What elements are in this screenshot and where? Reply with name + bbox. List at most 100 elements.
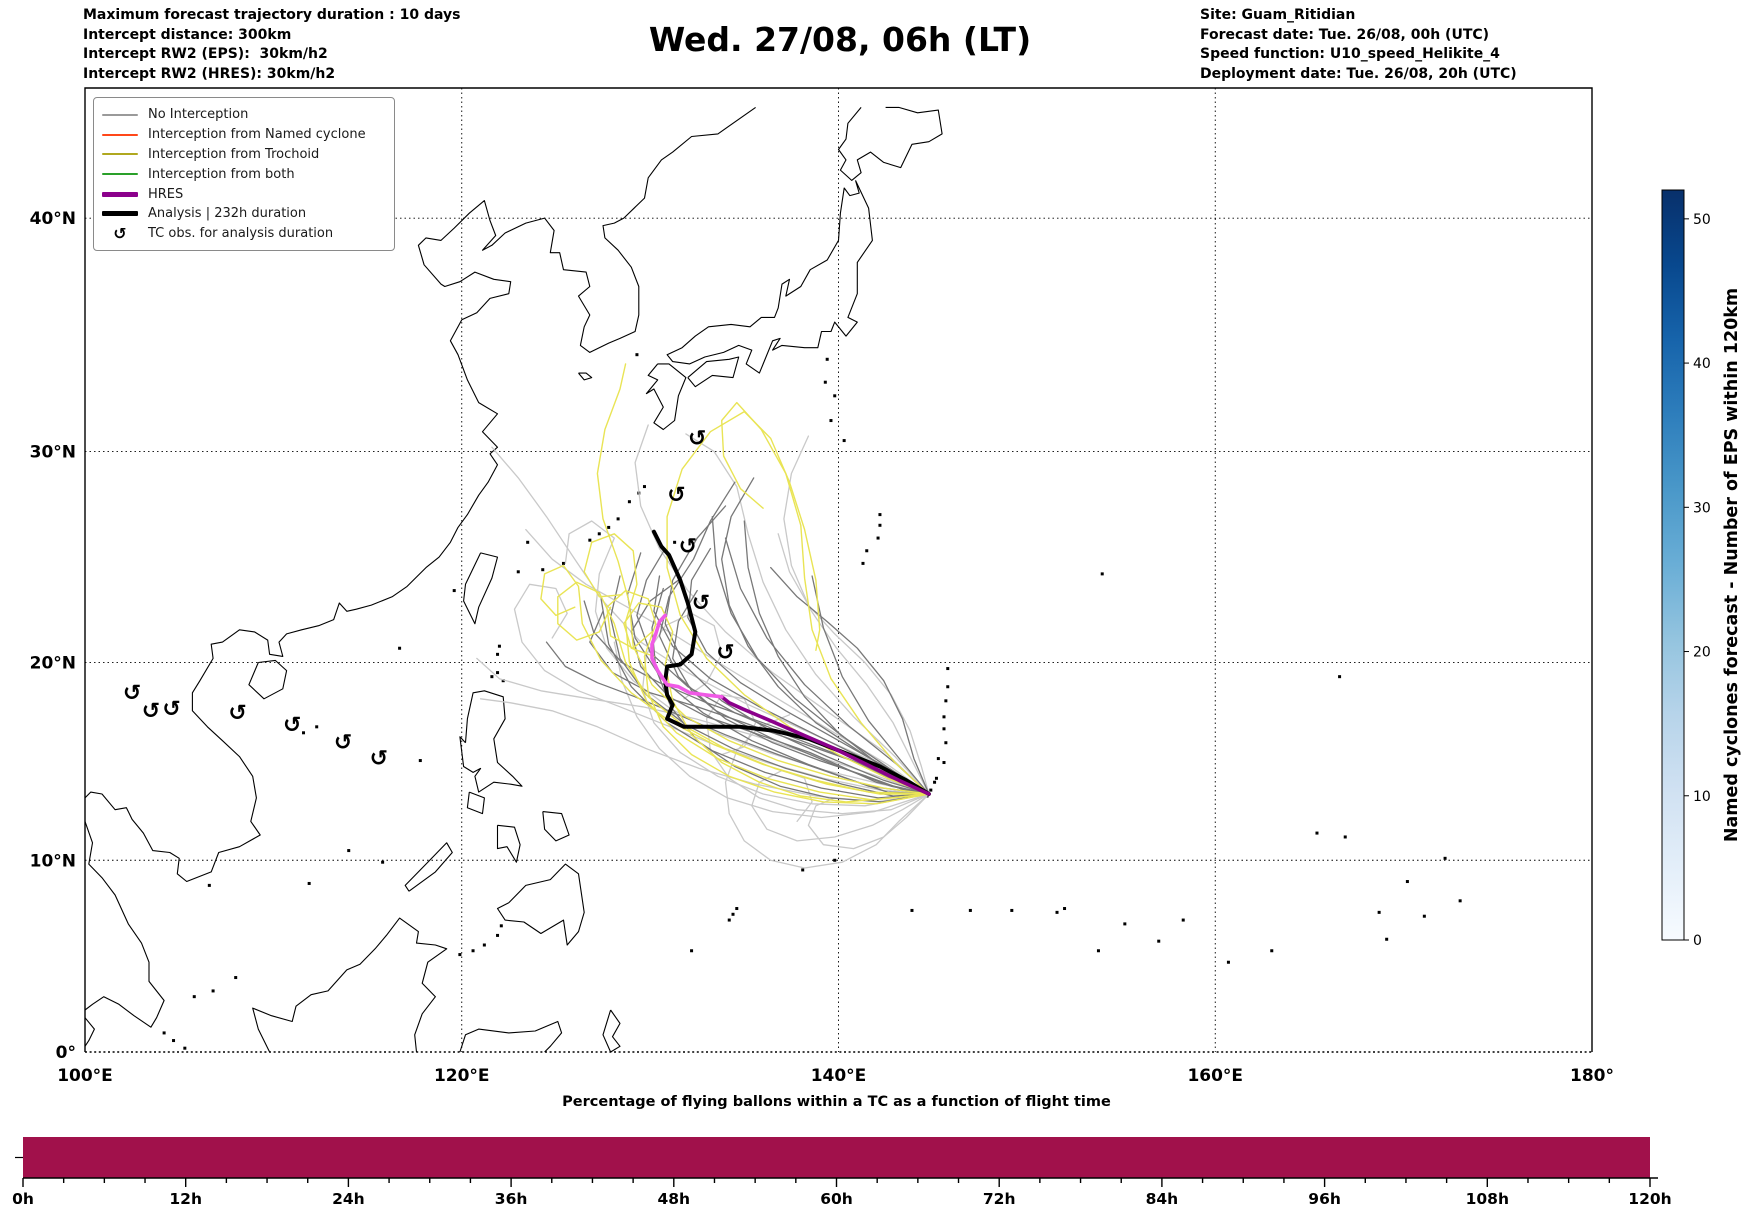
island-dot	[627, 500, 631, 504]
island-dot	[496, 671, 500, 675]
island-dot	[1055, 910, 1059, 914]
eps-trajectories-dark-track	[687, 547, 930, 795]
legend-line-swatch	[102, 133, 138, 136]
site-text: Site: Guam_Ritidian	[1200, 7, 1356, 23]
tc-obs-symbol: ↺	[679, 535, 697, 560]
eps-trajectories-light-track	[685, 433, 930, 795]
tc-obs-symbol: ↺	[283, 713, 301, 738]
legend-item: Interception from both	[102, 164, 386, 184]
legend-item-label: Analysis | 232h duration	[148, 206, 307, 222]
island-dot	[1385, 937, 1389, 941]
island-dot	[1422, 914, 1426, 918]
x-tick-label: 100°E	[57, 1066, 113, 1086]
y-tick-label: 0°	[56, 1043, 76, 1063]
island-dot	[1123, 922, 1127, 926]
bar-tick-label: 60h	[820, 1190, 853, 1208]
island-dot	[1338, 675, 1342, 679]
coastline	[466, 791, 485, 815]
tc-obs-symbol: ↺	[688, 426, 706, 451]
eps-trajectories-dark-track	[770, 566, 930, 795]
island-dot	[878, 523, 882, 527]
bar-tick-label: 0h	[12, 1190, 34, 1208]
island-dot	[642, 485, 646, 489]
island-dot	[458, 953, 462, 957]
island-dot	[482, 943, 486, 947]
legend-line-swatch	[102, 153, 138, 156]
bar-tick-label: 72h	[983, 1190, 1016, 1208]
bar-tick-label: 96h	[1308, 1190, 1341, 1208]
coastline	[84, 106, 756, 883]
legend-item-label: TC obs. for analysis duration	[148, 226, 334, 242]
island-dot	[946, 667, 950, 671]
header-right-params: Site: Guam_Ritidian Forecast date: Tue. …	[1200, 6, 1517, 84]
colorbar-tick-label: 40	[1693, 356, 1711, 372]
island-dot	[183, 1046, 187, 1050]
y-tick-label: 20°N	[30, 653, 76, 673]
island-dot	[735, 907, 739, 911]
eps-trajectories-light-track	[783, 435, 930, 795]
island-dot	[418, 759, 422, 763]
island-dot	[942, 715, 946, 719]
intercept-rw2-eps-text: Intercept RW2 (EPS): 30km/h2	[83, 46, 328, 62]
island-dot	[829, 419, 833, 423]
island-dot	[172, 1039, 176, 1043]
legend-item-label: Interception from both	[148, 166, 295, 182]
island-dot	[944, 699, 948, 703]
island-dot	[497, 644, 501, 648]
coastline	[84, 821, 165, 1028]
island-dot	[192, 995, 196, 999]
legend-line-swatch	[102, 211, 138, 217]
bar-axis-labels: 0h 12h 24h 36h 48h 60h 72h 84h 96h 108h 120h	[12, 1190, 1672, 1208]
island-dot	[942, 727, 946, 731]
colorbar-axis-label: Named cyclones forecast - Number of EPS …	[1722, 288, 1742, 842]
legend-item: Analysis | 232h duration	[102, 204, 386, 224]
eps-trajectories-light-track	[724, 714, 930, 869]
tc-obs-symbol-icon: ↺	[113, 223, 127, 243]
trochoid-trajectories-track	[606, 589, 930, 805]
x-axis-labels: 100°E 120°E 140°E 160°E 180°	[57, 1066, 1614, 1086]
bar-tick-label: 36h	[495, 1190, 528, 1208]
island-dot	[1343, 835, 1347, 839]
tc-obs-symbol: ↺	[370, 747, 388, 772]
bar-tick-label: 48h	[657, 1190, 690, 1208]
island-dot	[635, 353, 639, 357]
island-dot	[731, 912, 735, 916]
island-dot	[801, 868, 805, 872]
island-dot	[561, 561, 565, 565]
tc-obs-symbol: ↺	[692, 591, 710, 616]
eps-trajectories-dark-track	[630, 579, 930, 795]
map-gridlines	[85, 88, 1592, 1052]
coastline	[542, 811, 570, 842]
island-dot	[865, 549, 869, 553]
bar-tick-label: 12h	[169, 1190, 202, 1208]
island-dot	[690, 949, 694, 953]
island-dot	[1377, 910, 1381, 914]
legend-item: HRES	[102, 184, 386, 204]
coastline	[248, 659, 288, 700]
intercept-rw2-hres-text: Intercept RW2 (HRES): 30km/h2	[83, 65, 336, 82]
speed-function-text: Speed function: U10_speed_Helikite_4	[1200, 46, 1500, 62]
island-dot	[1443, 856, 1447, 860]
island-dot	[1100, 572, 1104, 576]
eps-trajectories-light-track	[751, 769, 930, 842]
coastline	[602, 1009, 621, 1053]
colorbar-tick-label: 0	[1693, 933, 1702, 949]
bar-tick-label: 24h	[332, 1190, 365, 1208]
deployment-date-text: Deployment date: Tue. 26/08, 20h (UTC)	[1200, 65, 1517, 82]
legend-item: Interception from Named cyclone	[102, 125, 386, 145]
bar-tick-label: 84h	[1146, 1190, 1179, 1208]
hres-track-end	[650, 613, 724, 699]
island-dot	[1315, 831, 1319, 835]
island-dot	[526, 540, 530, 544]
island-dot	[968, 908, 972, 912]
max-duration-text: Maximum forecast trajectory duration : 1…	[83, 7, 461, 23]
colorbar-tick-label: 50	[1693, 212, 1711, 228]
legend-item: ↺ TC obs. for analysis duration	[102, 224, 386, 244]
tc-obs-symbol: ↺	[334, 731, 352, 756]
tc-obs-symbol: ↺	[667, 483, 685, 508]
eps-trajectories-dark-track	[811, 575, 930, 795]
island-dot	[496, 933, 500, 937]
eps-trajectories-light-track	[777, 533, 930, 795]
tc-obs-symbol: ↺	[716, 640, 734, 665]
bar-tick-label: 108h	[1466, 1190, 1509, 1208]
